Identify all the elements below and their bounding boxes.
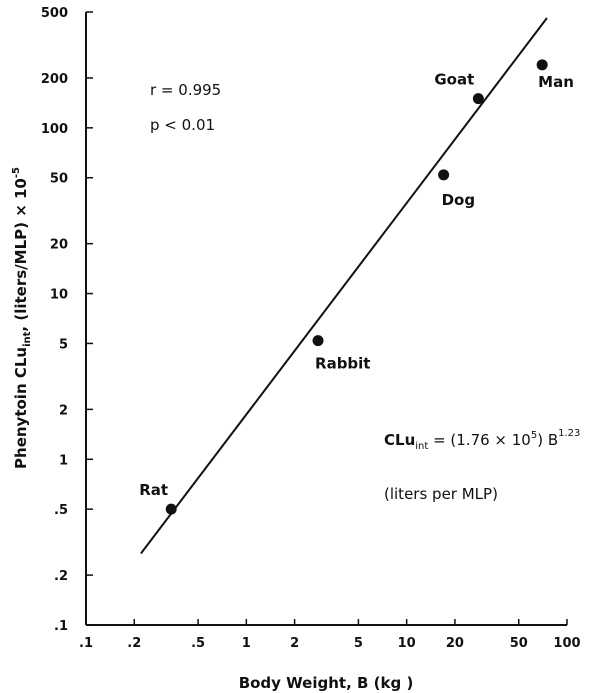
- point-label-goat: Goat: [434, 71, 474, 89]
- y-tick-label: 1: [59, 453, 68, 468]
- x-axis-title: Body Weight, B (kg ): [239, 674, 414, 692]
- point-label-rabbit: Rabbit: [315, 355, 370, 373]
- y-axis-title-symbol: CLu: [12, 347, 30, 378]
- y-tick-label: 100: [41, 122, 68, 137]
- x-tick-label: .1: [79, 636, 93, 651]
- equation-symbol: CLu: [384, 431, 415, 449]
- y-tick-label: .2: [54, 569, 68, 584]
- x-tick-label: 1: [242, 636, 251, 651]
- data-points: Rat Rabbit Dog Goat Man: [139, 59, 574, 515]
- x-tick-label: 20: [446, 636, 464, 651]
- y-axis-title-suffix: , (liters/MLP) × 10: [12, 178, 30, 331]
- p-annotation: p < 0.01: [150, 116, 215, 134]
- x-tick-label: .2: [127, 636, 141, 651]
- y-tick-label: 5: [59, 337, 68, 352]
- point-man: [536, 59, 548, 71]
- x-tick-label: 5: [354, 636, 363, 651]
- y-axis-title-prefix: Phenytoin: [12, 378, 30, 469]
- x-tick-label: 100: [553, 636, 580, 651]
- y-ticks: .1 .2 .5 1 2 5 10 20 50 100 200 500: [41, 6, 93, 634]
- point-rabbit: [312, 335, 324, 347]
- x-ticks: .1 .2 .5 1 2 5 10 20 50 100: [79, 619, 581, 651]
- x-tick-label: .5: [191, 636, 205, 651]
- y-tick-label: 20: [50, 238, 68, 253]
- point-dog: [438, 169, 450, 181]
- x-tick-label: 10: [398, 636, 416, 651]
- regression-line: [140, 17, 548, 555]
- plot-area: .1 .2 .5 1 2 5 10 20 50 100 .1 .2 .5 1 2 5 10 20 50 100 200…: [41, 6, 581, 651]
- equation-subscript: int: [415, 441, 428, 452]
- y-axis-title-exponent: -5: [11, 167, 22, 178]
- y-axis-title-subscript: int: [22, 331, 33, 347]
- y-tick-label: .5: [54, 503, 68, 518]
- y-tick-label: 200: [41, 72, 68, 87]
- y-tick-label: 50: [50, 172, 68, 187]
- y-tick-label: 10: [50, 288, 68, 303]
- equation: CLuint = (1.76 × 105) B1.23: [384, 428, 580, 452]
- point-goat: [472, 93, 484, 105]
- x-tick-label: 2: [290, 636, 299, 651]
- point-label-dog: Dog: [442, 191, 476, 209]
- r-annotation: r = 0.995: [150, 81, 221, 99]
- equation-tail: ) B: [537, 431, 558, 449]
- y-axis-title: Phenytoin CLuint, (liters/MLP) × 10-5: [11, 167, 33, 469]
- equation-main: = (1.76 × 10: [428, 431, 531, 449]
- equation-exp1: 5: [531, 430, 537, 441]
- y-axis-title-group: Phenytoin CLuint, (liters/MLP) × 10-5: [11, 167, 33, 469]
- equation-exp2: 1.23: [558, 428, 580, 439]
- y-tick-label: 500: [41, 6, 68, 21]
- units-annotation: (liters per MLP): [384, 485, 498, 503]
- y-tick-label: 2: [59, 403, 68, 418]
- y-tick-label: .1: [54, 619, 68, 634]
- x-tick-label: 50: [510, 636, 528, 651]
- point-label-rat: Rat: [139, 481, 168, 499]
- point-label-man: Man: [538, 73, 574, 91]
- point-rat: [165, 503, 177, 515]
